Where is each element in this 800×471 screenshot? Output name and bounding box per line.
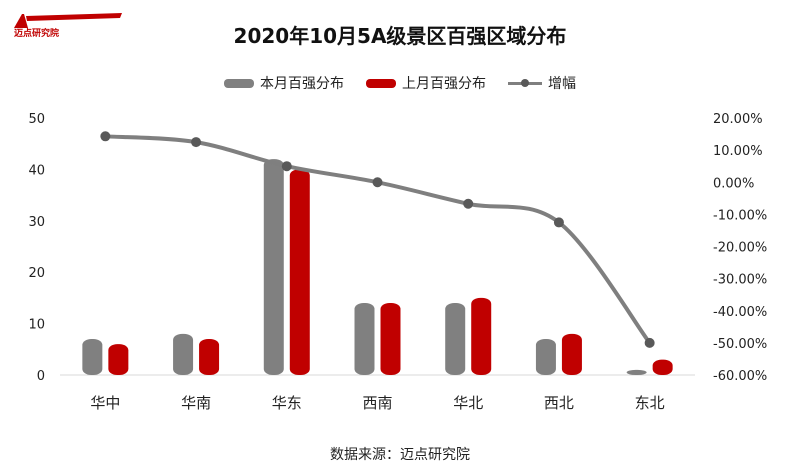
x-tick-label: 华东 xyxy=(272,394,302,412)
y-left-tick-label: 30 xyxy=(28,215,45,230)
y-left-tick-label: 20 xyxy=(28,266,45,281)
x-tick-label: 西北 xyxy=(544,394,574,412)
y-left-tick-label: 0 xyxy=(37,369,45,384)
bar-previous xyxy=(199,339,220,375)
x-tick-label: 西南 xyxy=(362,394,392,412)
data-source-note: 数据来源：迈点研究院 xyxy=(330,447,470,463)
legend-swatch-current xyxy=(224,78,254,88)
bar-previous xyxy=(380,303,401,375)
bar-current xyxy=(263,159,284,375)
growth-point xyxy=(191,137,202,148)
bar-current xyxy=(82,339,103,375)
bar-previous xyxy=(108,344,129,375)
y-right-tick-label: -30.00% xyxy=(713,273,767,288)
growth-point xyxy=(644,337,655,348)
growth-point xyxy=(372,177,383,188)
x-tick-label: 华中 xyxy=(90,394,120,412)
chart-title: 2020年10月5A级景区百强区域分布 xyxy=(233,24,567,48)
legend-label-current: 本月百强分布 xyxy=(260,76,344,92)
growth-point xyxy=(463,198,474,209)
y-left-tick-label: 10 xyxy=(28,318,45,333)
bar-previous xyxy=(561,333,582,375)
legend-item-growth: 增幅 xyxy=(508,73,576,93)
growth-point xyxy=(553,217,564,228)
chart-legend: 本月百强分布 上月百强分布 增幅 xyxy=(0,73,800,93)
y-right-tick-label: 10.00% xyxy=(713,144,763,159)
bar-current xyxy=(535,339,556,375)
bar-previous xyxy=(471,297,492,375)
brand-logo xyxy=(14,10,124,44)
bar-current xyxy=(626,369,647,375)
x-tick-label: 东北 xyxy=(635,394,665,412)
bar-current xyxy=(445,303,466,375)
logo-text: 迈点研究院 xyxy=(14,29,60,39)
growth-point xyxy=(100,131,111,142)
bar-previous xyxy=(652,359,673,375)
legend-label-previous: 上月百强分布 xyxy=(402,76,486,92)
y-left-tick-label: 50 xyxy=(28,112,45,127)
plot-area: 0 10 20 30 40 50 -60.00% -50.00% -40.00% -30.00% -… xyxy=(28,112,767,412)
x-tick-label: 华北 xyxy=(453,394,483,412)
legend-item-previous: 上月百强分布 xyxy=(366,73,486,93)
logo-mark-icon xyxy=(14,13,122,28)
y-right-tick-label: -60.00% xyxy=(713,369,767,384)
y-right-tick-label: 0.00% xyxy=(713,176,754,191)
growth-point xyxy=(281,161,292,172)
legend-item-current: 本月百强分布 xyxy=(224,73,344,93)
growth-line xyxy=(103,134,652,345)
y-right-tick-label: 20.00% xyxy=(713,112,763,127)
legend-label-growth: 增幅 xyxy=(548,76,576,92)
y-right-tick-label: -40.00% xyxy=(713,305,767,320)
bar-current xyxy=(173,333,194,375)
x-tick-label: 华南 xyxy=(181,394,211,412)
y-right-tick-label: -50.00% xyxy=(713,337,767,352)
legend-swatch-growth xyxy=(508,78,542,88)
y-left-tick-label: 40 xyxy=(28,163,45,178)
legend-swatch-previous xyxy=(366,78,396,88)
bar-current xyxy=(354,303,375,375)
y-right-tick-label: -20.00% xyxy=(713,241,767,256)
bar-previous xyxy=(289,169,310,375)
y-right-tick-label: -10.00% xyxy=(713,208,767,223)
